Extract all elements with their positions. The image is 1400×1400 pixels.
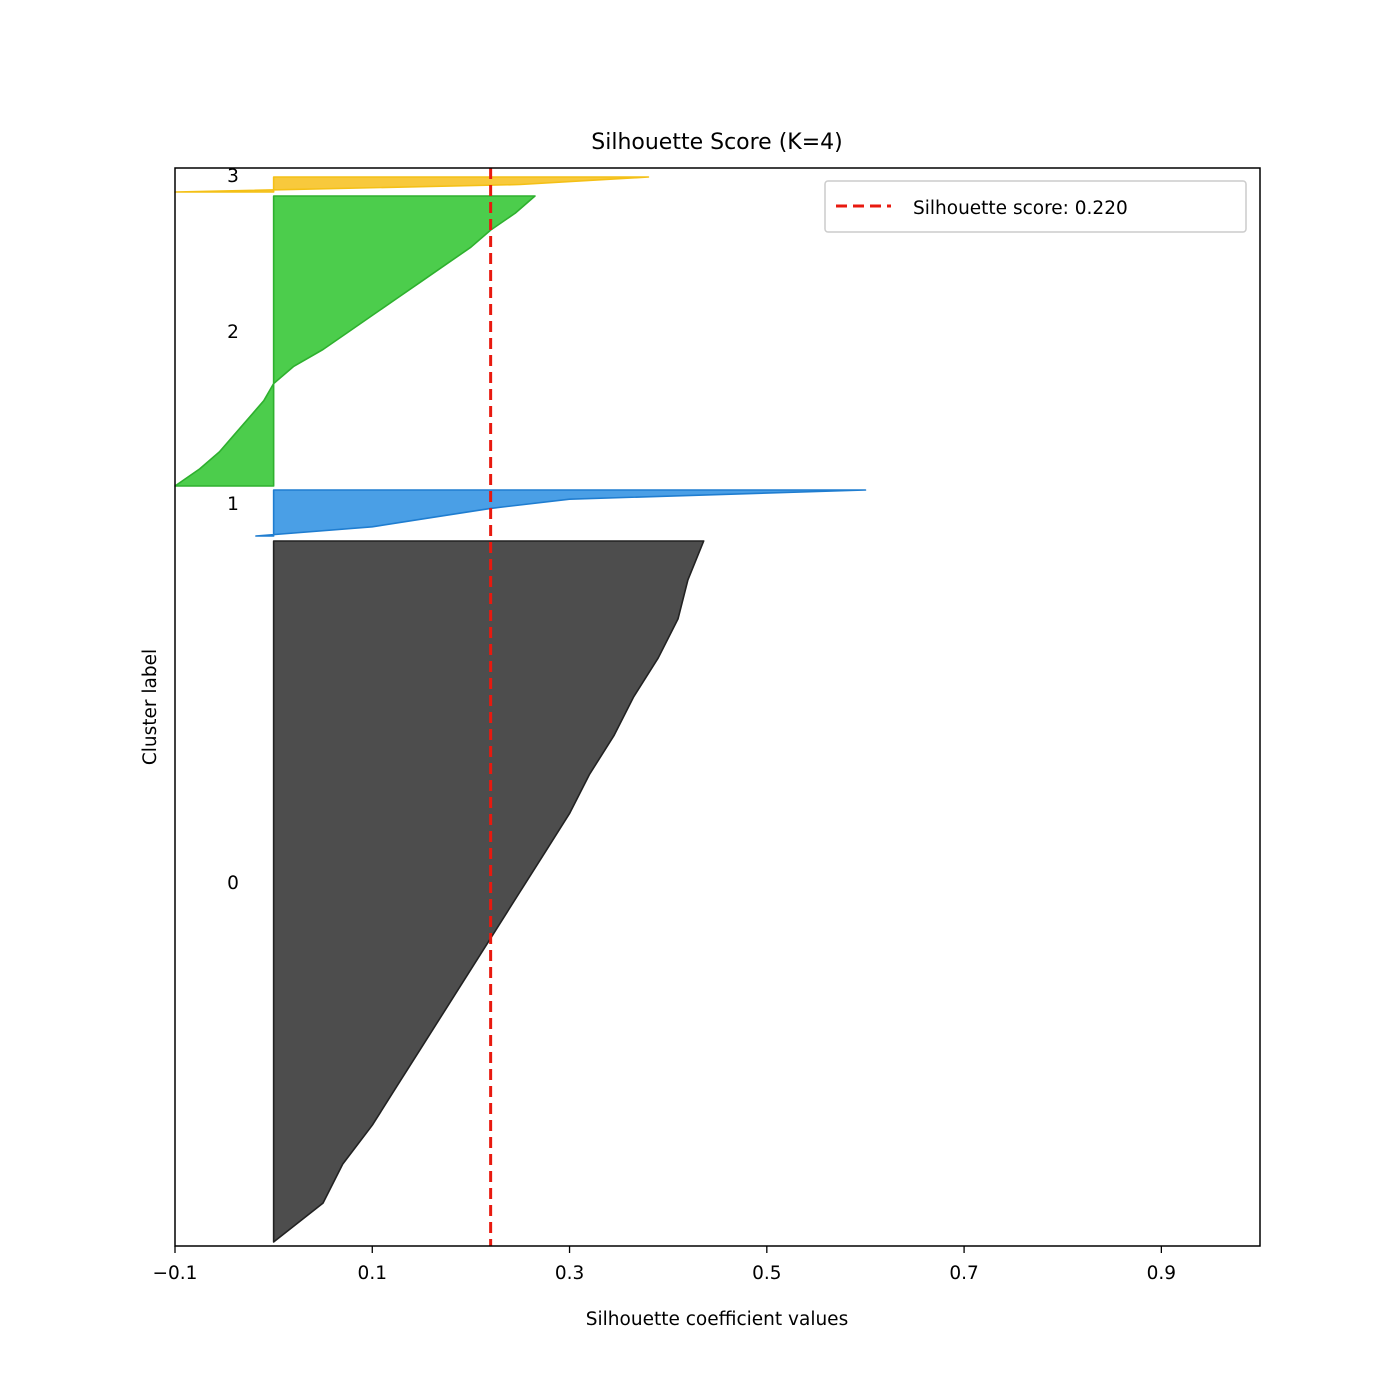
x-tick-label: 0.1 [358, 1263, 387, 1284]
legend-label: Silhouette score: 0.220 [913, 198, 1128, 219]
x-tick-label: −0.1 [153, 1263, 198, 1284]
cluster-labels: 0 1 2 3 [227, 166, 239, 894]
x-axis-label: Silhouette coefficient values [586, 1309, 848, 1330]
x-ticks: −0.1 0.1 0.3 0.5 0.7 0.9 [153, 1246, 1176, 1284]
legend-box [824, 180, 1247, 233]
chart-title: Silhouette Score (K=4) [591, 130, 843, 155]
x-tick-label: 0.9 [1147, 1263, 1176, 1284]
cluster-2-silhouette [174, 195, 536, 487]
cluster-0-silhouette [272, 540, 705, 1243]
cluster-label-0: 0 [227, 873, 239, 894]
x-tick-label: 0.5 [752, 1263, 781, 1284]
x-tick-label: 0.7 [949, 1263, 978, 1284]
cluster-label-1: 1 [227, 494, 239, 515]
cluster-label-3: 3 [227, 166, 239, 187]
y-axis-label: Cluster label [140, 649, 161, 765]
cluster-1-silhouette [255, 489, 867, 537]
x-tick-label: 0.3 [555, 1263, 584, 1284]
clusters-layer [174, 176, 867, 1243]
cluster-3-silhouette [174, 176, 650, 193]
plot-frame [174, 167, 1261, 1247]
cluster-label-2: 2 [227, 322, 239, 343]
legend: Silhouette score: 0.220 [824, 180, 1247, 233]
